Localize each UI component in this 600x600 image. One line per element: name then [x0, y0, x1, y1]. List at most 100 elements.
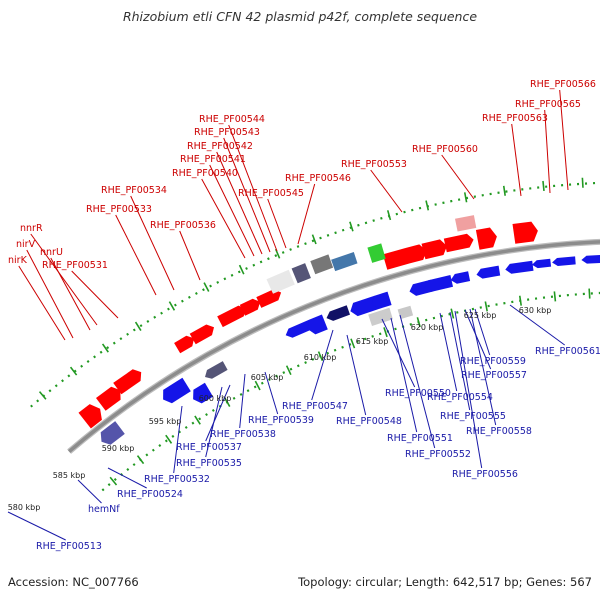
forward-gene-arrow: [96, 386, 121, 411]
reverse-gene-leader: [239, 373, 246, 429]
forward-gene-label: RHE_PF00544: [199, 114, 265, 125]
reverse-gene-label: RHE_PF00535: [176, 458, 242, 469]
reverse-gene-arrow: [100, 421, 125, 445]
reverse-gene-arrow: [350, 295, 379, 317]
scale-tick-label: 615 kbp: [356, 337, 389, 346]
feature-box: [367, 243, 386, 263]
reverse-gene-leader: [107, 467, 147, 489]
reverse-gene-arrow: [581, 255, 600, 264]
inner-tick: [224, 397, 231, 407]
forward-gene-leader: [130, 195, 175, 291]
inner-tick: [553, 291, 557, 302]
forward-gene-label: nirV: [16, 239, 36, 250]
outer-tick: [502, 185, 506, 196]
reverse-gene-leader: [346, 334, 367, 416]
inner-tick: [254, 380, 261, 391]
forward-gene-label: nnrU: [40, 247, 63, 258]
reverse-gene-label: RHE_PF00524: [117, 489, 183, 500]
outer-tick: [581, 177, 584, 188]
reverse-gene-leader: [264, 371, 279, 415]
scale-tick-label: 590 kbp: [102, 444, 135, 453]
feature-box: [291, 263, 311, 284]
forward-gene-label: RHE_PF00543: [194, 127, 260, 138]
forward-gene-leader: [18, 265, 66, 341]
forward-gene-leader: [201, 178, 246, 259]
inner-tick: [518, 295, 522, 306]
forward-gene-label: RHE_PF00545: [238, 188, 304, 199]
forward-gene-label: nnrR: [20, 223, 43, 234]
reverse-gene-arrow: [205, 361, 228, 379]
scale-tick-label: 605 kbp: [251, 373, 284, 382]
forward-gene-leader: [30, 233, 98, 326]
outer-tick: [203, 282, 210, 292]
outer-tick: [386, 210, 392, 221]
reverse-gene-leader: [173, 405, 183, 474]
forward-gene-leader: [223, 137, 271, 253]
outer-tick: [311, 234, 317, 245]
forward-gene-leader: [209, 164, 255, 257]
inner-tick: [350, 338, 356, 349]
forward-gene-label: RHE_PF00540: [172, 168, 238, 179]
forward-gene-label: RHE_PF00546: [285, 173, 351, 184]
forward-gene-leader: [26, 249, 74, 339]
forward-gene-arrow: [239, 298, 261, 316]
feature-box: [266, 269, 295, 294]
outer-tick: [38, 391, 47, 400]
inner-tick: [136, 455, 145, 465]
feature-box: [455, 215, 477, 232]
reverse-gene-label: RHE_PF00555: [440, 411, 506, 422]
outer-tick: [101, 343, 109, 353]
reverse-gene-label: RHE_PF00547: [282, 401, 348, 412]
reverse-gene-arrow: [450, 271, 471, 284]
reverse-gene-label: RHE_PF00513: [36, 541, 102, 552]
forward-gene-arrow: [443, 233, 474, 253]
forward-gene-arrow: [256, 289, 282, 308]
accession-text: Accession: NC_007766: [8, 575, 139, 589]
feature-box: [310, 254, 334, 275]
forward-gene-leader: [228, 124, 278, 252]
reverse-gene-leader: [439, 312, 458, 392]
scale-tick-label: 600 kbp: [199, 394, 232, 403]
feature-box: [368, 307, 393, 326]
reverse-gene-leader: [454, 310, 483, 469]
forward-gene-label: RHE_PF00560: [412, 144, 478, 155]
outer-tick: [542, 180, 545, 192]
forward-gene-label: RHE_PF00534: [101, 185, 167, 196]
reverse-gene-leader: [464, 309, 492, 370]
reverse-gene-arrow: [476, 265, 501, 279]
inner-tick: [450, 308, 455, 319]
reverse-gene-leader: [7, 511, 66, 541]
reverse-gene-label: RHE_PF00552: [405, 449, 471, 460]
reverse-gene-label: RHE_PF00559: [460, 356, 526, 367]
forward-gene-leader: [216, 151, 263, 255]
forward-gene-leader: [71, 270, 119, 319]
reverse-gene-label: RHE_PF00532: [144, 474, 210, 485]
backbone-ring: [67, 240, 600, 453]
reverse-gene-arrow: [163, 377, 191, 404]
forward-gene-arrow: [405, 244, 427, 264]
forward-gene-leader: [267, 198, 287, 249]
outer-tick: [349, 221, 354, 232]
reverse-gene-leader: [449, 311, 471, 411]
forward-gene-label: RHE_PF00533: [86, 204, 152, 215]
feature-box: [397, 305, 414, 320]
reverse-gene-arrow: [424, 275, 453, 292]
forward-gene-leader: [544, 109, 551, 194]
reverse-gene-arrow: [193, 382, 213, 404]
forward-gene-label: RHE_PF00541: [180, 154, 246, 165]
reverse-gene-arrow: [326, 305, 350, 321]
reverse-gene-leader: [399, 314, 436, 449]
reverse-gene-arrow: [307, 314, 328, 335]
reverse-gene-leader: [469, 308, 497, 426]
forward-gene-leader: [370, 169, 403, 213]
forward-gene-leader: [441, 154, 475, 200]
reverse-gene-label: hemNf: [88, 504, 120, 515]
reverse-gene-arrow: [371, 291, 392, 309]
forward-gene-leader: [115, 214, 157, 296]
forward-gene-label: RHE_PF00531: [42, 260, 108, 271]
forward-gene-arrow: [382, 248, 413, 270]
forward-gene-label: RHE_PF00565: [515, 99, 581, 110]
forward-gene-label: RHE_PF00563: [482, 113, 548, 124]
feature-box: [331, 252, 358, 272]
